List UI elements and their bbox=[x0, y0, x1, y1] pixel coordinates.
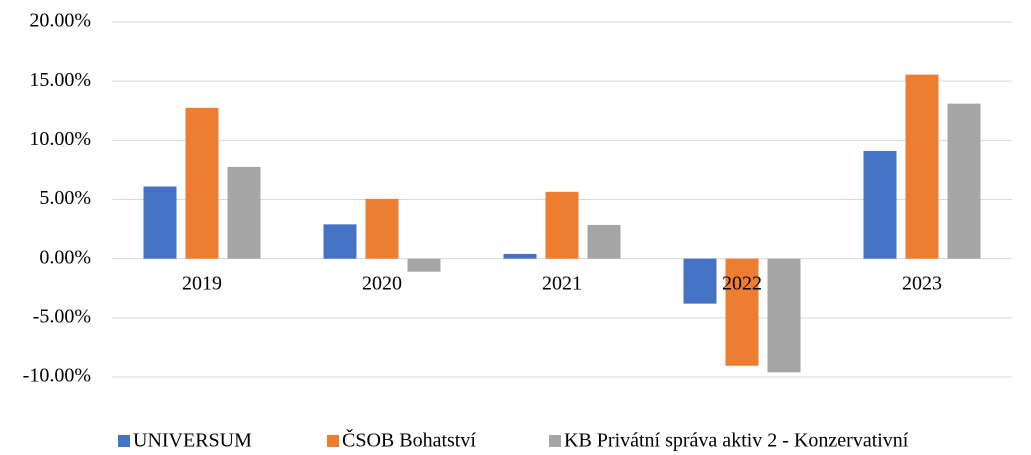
legend-label: ČSOB Bohatství bbox=[342, 428, 476, 452]
x-tick-label: 2023 bbox=[902, 272, 942, 294]
y-tick-label: 20.00% bbox=[29, 10, 91, 32]
x-tick-label: 2020 bbox=[362, 272, 402, 294]
legend-swatch bbox=[327, 435, 339, 447]
bar bbox=[683, 258, 717, 304]
y-tick-label: 0.00% bbox=[39, 246, 91, 268]
legend-swatch bbox=[549, 435, 561, 447]
bar bbox=[365, 198, 399, 259]
bar bbox=[503, 253, 537, 259]
x-tick-label: 2022 bbox=[722, 272, 762, 294]
bar bbox=[863, 150, 897, 259]
x-tick-label: 2019 bbox=[182, 272, 222, 294]
legend-label: KB Privátní správa aktiv 2 - Konzervativ… bbox=[564, 430, 909, 452]
y-tick-label: 5.00% bbox=[39, 187, 91, 209]
y-tick-label: 15.00% bbox=[29, 69, 91, 91]
bar bbox=[725, 258, 759, 366]
bar bbox=[185, 107, 219, 259]
y-tick-label: 10.00% bbox=[29, 128, 91, 150]
bar bbox=[905, 74, 939, 259]
bar bbox=[947, 103, 981, 259]
bar bbox=[545, 191, 579, 259]
legend-swatch bbox=[118, 435, 130, 447]
bar bbox=[323, 224, 357, 259]
y-tick-label: -5.00% bbox=[33, 305, 91, 327]
bar bbox=[227, 166, 261, 259]
bar bbox=[143, 186, 177, 259]
bar bbox=[407, 258, 441, 272]
bar bbox=[587, 224, 621, 259]
y-tick-label: -10.00% bbox=[23, 365, 91, 387]
legend-label: UNIVERSUM bbox=[133, 430, 252, 452]
bar bbox=[767, 258, 801, 373]
x-tick-label: 2021 bbox=[542, 272, 582, 294]
